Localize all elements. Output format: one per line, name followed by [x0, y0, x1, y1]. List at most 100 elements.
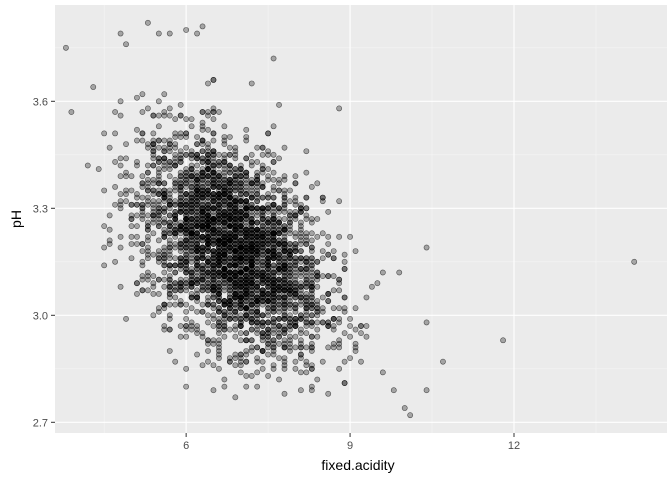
data-point [161, 233, 168, 240]
data-point [308, 348, 315, 354]
data-point [172, 262, 179, 269]
data-point [281, 241, 288, 247]
data-point [188, 123, 195, 130]
data-point [112, 201, 119, 208]
x-axis-title: fixed.acidity [321, 457, 394, 473]
data-point [297, 337, 304, 344]
data-point [270, 255, 277, 262]
data-point [254, 144, 261, 151]
data-point [210, 148, 217, 155]
data-point [216, 159, 222, 165]
data-point [232, 176, 239, 183]
data-point [314, 283, 321, 290]
data-point [199, 208, 206, 215]
data-point [84, 162, 91, 169]
data-point [194, 298, 200, 304]
data-point [183, 280, 190, 287]
data-point [161, 276, 168, 283]
data-point [221, 134, 228, 140]
data-point [270, 194, 277, 201]
data-point [237, 330, 244, 337]
data-point [210, 201, 217, 208]
data-point [166, 212, 173, 219]
data-point [423, 244, 430, 251]
data-point [172, 269, 179, 276]
data-point [254, 159, 261, 165]
data-point [308, 383, 315, 390]
data-point [276, 230, 282, 237]
data-point [183, 212, 190, 219]
data-point [330, 305, 337, 312]
data-point [292, 262, 299, 269]
data-point [336, 319, 343, 326]
data-point [330, 273, 337, 279]
data-point [303, 194, 310, 201]
data-point [287, 216, 293, 222]
data-point [314, 376, 321, 383]
data-point [172, 162, 179, 169]
data-point [161, 283, 168, 290]
data-point [281, 362, 288, 369]
data-point [134, 201, 140, 208]
data-point [221, 251, 228, 258]
data-point [221, 223, 228, 230]
data-point [150, 162, 157, 169]
data-point [183, 173, 190, 180]
data-point [265, 319, 272, 326]
data-point [248, 244, 255, 251]
data-point [330, 344, 337, 351]
data-point [297, 248, 304, 254]
data-point [210, 155, 217, 162]
data-point [161, 262, 168, 269]
data-point [221, 280, 228, 287]
data-point [287, 326, 293, 333]
data-point [183, 333, 190, 340]
data-point [172, 294, 179, 301]
data-point [297, 298, 304, 304]
data-point [150, 251, 157, 258]
data-point [287, 319, 293, 326]
data-point [254, 198, 261, 205]
data-point [177, 148, 184, 155]
data-point [265, 241, 272, 247]
data-point [210, 283, 217, 290]
data-point [325, 344, 332, 351]
data-point [248, 373, 255, 379]
data-point [139, 248, 146, 254]
data-point [358, 358, 364, 365]
data-point [155, 258, 162, 265]
x-tick-label: 9 [347, 440, 353, 452]
data-point [270, 315, 277, 322]
data-point [243, 348, 250, 354]
data-point [281, 144, 288, 151]
data-point [347, 333, 353, 340]
data-point [144, 141, 151, 147]
data-point [226, 251, 233, 258]
data-point [123, 198, 129, 205]
data-point [292, 216, 299, 222]
data-point [188, 116, 195, 123]
data-point [144, 251, 151, 258]
data-point [341, 330, 348, 337]
data-point [199, 283, 206, 290]
data-point [314, 258, 321, 265]
data-point [237, 255, 244, 262]
data-point [188, 251, 195, 258]
data-point [423, 387, 430, 394]
y-axis: 2.7 3.0 3.3 3.6 [33, 96, 55, 429]
data-point [248, 344, 255, 351]
data-point [183, 244, 190, 251]
data-point [237, 305, 244, 312]
data-point [205, 258, 211, 265]
data-point [232, 394, 239, 401]
data-point [134, 94, 140, 101]
data-point [254, 233, 261, 240]
data-point [210, 77, 217, 83]
data-point [243, 226, 250, 233]
data-point [210, 173, 217, 180]
grid-lines [55, 5, 667, 433]
data-point [177, 112, 184, 119]
data-point [226, 273, 233, 279]
data-point [232, 144, 239, 151]
data-point [166, 159, 173, 165]
